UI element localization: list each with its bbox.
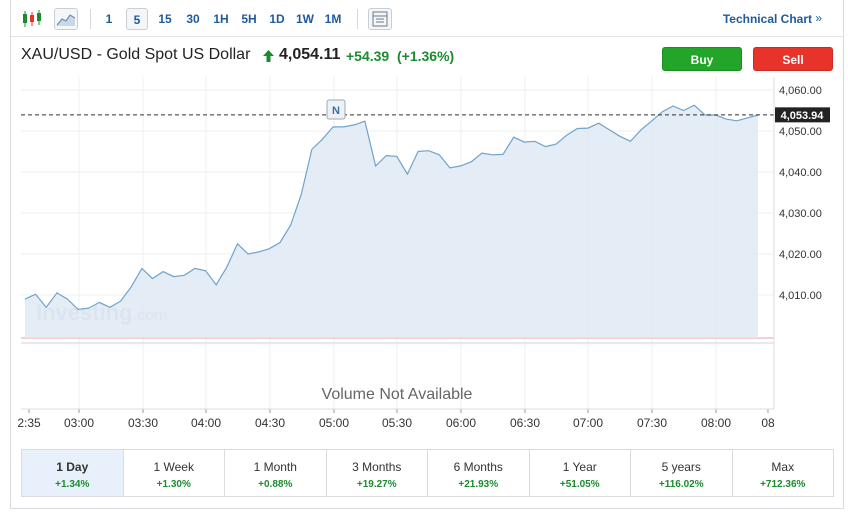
timeframe-15[interactable]: 15 (158, 12, 172, 26)
news-marker[interactable]: N (326, 99, 346, 120)
widget-frame (10, 0, 844, 509)
timeframe-1m[interactable]: 1M (324, 12, 342, 26)
toolbar-divider (90, 9, 91, 29)
price-chart[interactable]: Investing.com 4,060.004,050.004,040.004,… (0, 0, 848, 449)
svg-text:N: N (332, 105, 340, 117)
y-tick-label: 4,050.00 (779, 126, 822, 138)
period-1-day[interactable]: 1 Day +1.34% (22, 450, 124, 496)
sell-button[interactable]: Sell (753, 47, 833, 71)
x-tick-label: 2:35 (17, 416, 41, 430)
price-area (25, 105, 758, 338)
y-tick-label: 4,010.00 (779, 290, 822, 302)
x-tick-label: 05:00 (319, 416, 349, 430)
instrument-name: XAU/USD - Gold Spot US Dollar (21, 46, 251, 63)
up-arrow-icon (263, 49, 274, 67)
volume-not-available: Volume Not Available (322, 386, 473, 403)
technical-chart-link[interactable]: Technical Chart (722, 12, 812, 26)
chart-toolbar: 1 5 15 30 1H 5H 1D 1W 1M Technical Chart… (10, 0, 844, 37)
x-tick-label: 08 (761, 416, 775, 430)
period-max[interactable]: Max +712.36% (760, 460, 806, 490)
buy-button[interactable]: Buy (662, 47, 742, 71)
period-3-months[interactable]: 3 Months +19.27% (327, 450, 428, 496)
layout-icon[interactable] (368, 8, 392, 30)
timeframe-5h[interactable]: 5H (241, 12, 257, 26)
toolbar-divider (357, 9, 358, 29)
y-tick-label: 4,060.00 (779, 85, 822, 97)
x-tick-label: 08:00 (701, 416, 731, 430)
instrument-header: XAU/USD - Gold Spot US Dollar 4,054.11 +… (10, 37, 844, 77)
area-chart-icon[interactable] (54, 8, 78, 30)
period-1-week[interactable]: 1 Week +1.30% (124, 450, 225, 496)
period-5-years[interactable]: 5 years +116.02% (631, 450, 733, 496)
timeframe-1[interactable]: 1 (105, 12, 113, 26)
svg-text:4,053.94: 4,053.94 (781, 110, 825, 122)
timeframe-5[interactable]: 5 (126, 8, 148, 30)
performance-periods: 1 Day +1.34% 1 Week +1.30% 1 Month +0.88% 3… (21, 449, 834, 497)
period-6-months[interactable]: 6 Months +21.93% (428, 450, 530, 496)
candlestick-icon[interactable] (20, 8, 44, 30)
current-price-tag: 4,053.94 (775, 107, 830, 123)
x-tick-label: 04:00 (191, 416, 221, 430)
x-tick-label: 07:00 (573, 416, 603, 430)
x-tick-label: 04:30 (255, 416, 285, 430)
timeframe-1h[interactable]: 1H (213, 12, 229, 26)
x-tick-label: 03:00 (64, 416, 94, 430)
period-1-year[interactable]: 1 Year +51.05% (530, 450, 631, 496)
last-price: 4,054.11 (279, 46, 341, 63)
timeframe-1w[interactable]: 1W (296, 12, 314, 26)
y-tick-label: 4,020.00 (779, 249, 822, 261)
price-line (24, 104, 759, 311)
double-chevron-right-icon[interactable]: » (815, 11, 822, 25)
x-tick-label: 03:30 (128, 416, 158, 430)
period-1-month[interactable]: 1 Month +0.88% (225, 450, 327, 496)
y-tick-label: 4,030.00 (779, 208, 822, 220)
timeframe-30[interactable]: 30 (186, 12, 200, 26)
x-tick-label: 06:00 (446, 416, 476, 430)
y-tick-label: 4,040.00 (779, 167, 822, 179)
x-tick-label: 07:30 (637, 416, 667, 430)
x-tick-label: 06:30 (510, 416, 540, 430)
price-change: +54.39 (+1.36%) (346, 48, 455, 64)
x-tick-label: 05:30 (382, 416, 412, 430)
timeframe-1d[interactable]: 1D (269, 12, 285, 26)
